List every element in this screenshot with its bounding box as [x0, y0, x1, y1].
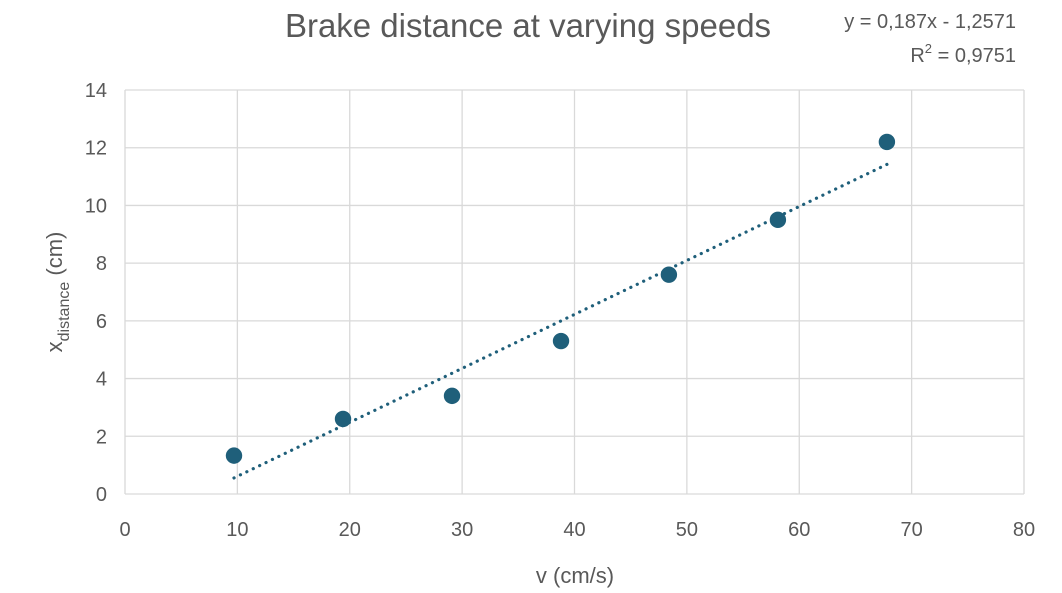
plot-frame: [124, 90, 1024, 495]
data-point: [660, 266, 678, 283]
y-tick-label: 14: [85, 80, 107, 102]
x-tick-label: 30: [451, 519, 473, 541]
r-squared-superscript: 2: [925, 41, 932, 56]
chart-title: Brake distance at varying speeds: [285, 7, 771, 44]
y-tick-label: 0: [96, 484, 107, 506]
x-tick-label: 70: [901, 519, 923, 541]
x-tick-label: 20: [339, 519, 361, 541]
gridlines: [125, 89, 1025, 494]
y-tick-label: 12: [85, 138, 107, 160]
y-axis-title-subscript: distance: [56, 282, 73, 342]
x-axis-title: v (cm/s): [536, 563, 614, 588]
y-axis-title: xdistance (cm): [42, 232, 73, 353]
y-axis-ticks: 0 2 4 6 8 10 12 14: [85, 80, 107, 506]
data-point: [878, 133, 896, 151]
r-squared-text: R2 = 0,9751: [910, 41, 1016, 67]
y-axis-title-main: x: [42, 341, 67, 352]
data-point: [769, 211, 787, 229]
trendline-equation: y = 0,187x - 1,2571 R2 = 0,9751: [844, 11, 1016, 67]
y-tick-label: 10: [85, 195, 107, 217]
y-tick-label: 8: [96, 253, 107, 275]
y-tick-label: 2: [96, 426, 107, 448]
x-tick-label: 0: [119, 519, 130, 541]
x-tick-label: 80: [1013, 519, 1035, 541]
x-tick-label: 10: [226, 519, 248, 541]
x-tick-label: 40: [563, 519, 585, 541]
y-tick-label: 6: [96, 311, 107, 333]
y-axis-title-suffix: (cm): [42, 232, 67, 282]
x-axis-ticks: 0 10 20 30 40 50 60 70 80: [119, 519, 1035, 541]
data-point: [443, 387, 461, 405]
data-point: [552, 332, 570, 350]
data-points: [225, 133, 896, 464]
data-point: [334, 410, 352, 428]
y-tick-label: 4: [96, 369, 107, 391]
trendline-equation-text: y = 0,187x - 1,2571: [844, 11, 1016, 33]
r-squared-main: R: [910, 45, 924, 67]
r-squared-suffix: = 0,9751: [932, 45, 1016, 67]
x-tick-label: 60: [788, 519, 810, 541]
data-point: [225, 447, 243, 464]
x-tick-label: 50: [676, 519, 698, 541]
